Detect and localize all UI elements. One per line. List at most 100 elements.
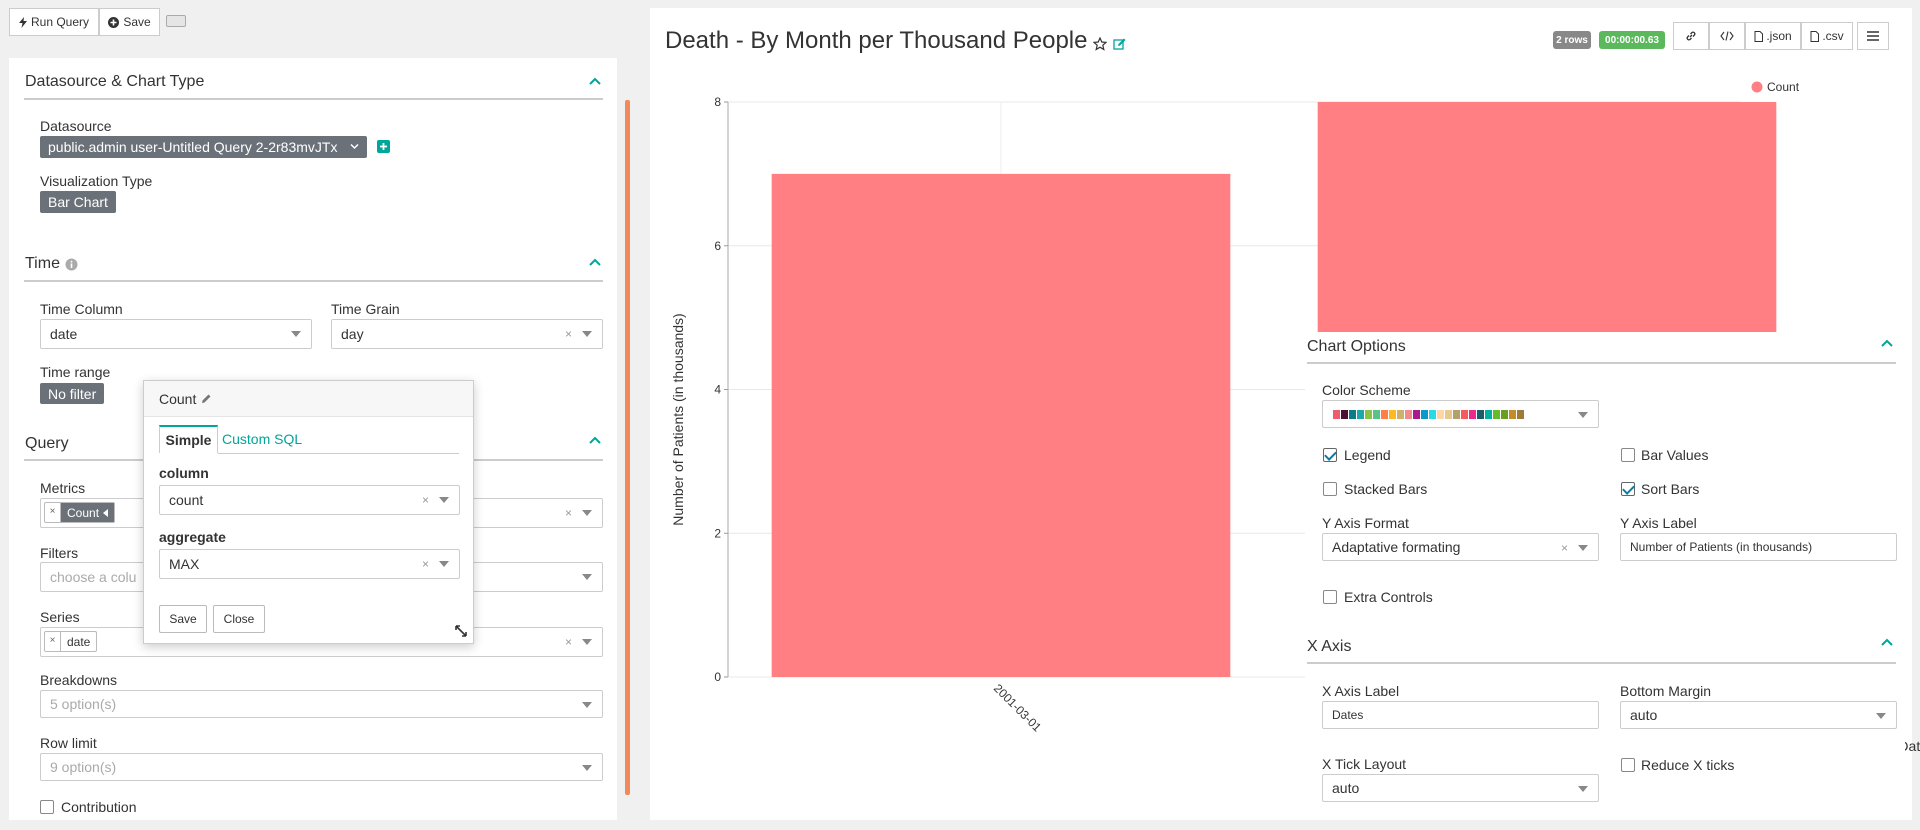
color-swatch bbox=[1485, 409, 1492, 419]
column-select[interactable]: count × bbox=[159, 485, 460, 515]
section-divider bbox=[1307, 362, 1896, 364]
tab-custom-sql[interactable]: Custom SQL bbox=[222, 431, 302, 447]
caret-down-icon bbox=[1578, 545, 1588, 551]
color-swatch bbox=[1501, 409, 1508, 419]
color-swatch bbox=[1397, 409, 1404, 419]
breakdowns-select[interactable]: 5 option(s) bbox=[40, 690, 603, 718]
time-grain-label: Time Grain bbox=[331, 301, 400, 317]
x-axis-label-label: X Axis Label bbox=[1322, 683, 1400, 699]
scrollbar[interactable] bbox=[625, 100, 630, 795]
run-query-button[interactable]: Run Query bbox=[9, 8, 99, 36]
stacked-bars-checkbox[interactable] bbox=[1323, 482, 1337, 496]
link-button[interactable] bbox=[1673, 22, 1709, 50]
tab-simple[interactable]: Simple bbox=[159, 425, 218, 453]
query-time-badge: 00:00:00.63 bbox=[1599, 31, 1665, 49]
csv-label: .csv bbox=[1822, 29, 1844, 43]
color-scheme-select[interactable] bbox=[1322, 400, 1599, 428]
x-tick-layout-select[interactable]: auto bbox=[1322, 774, 1599, 802]
pencil-icon[interactable] bbox=[201, 393, 212, 404]
contribution-checkbox[interactable] bbox=[40, 800, 54, 814]
color-swatch bbox=[1365, 409, 1372, 419]
export-csv-button[interactable]: .csv bbox=[1801, 22, 1853, 50]
legend-marker bbox=[1751, 81, 1763, 93]
star-icon[interactable] bbox=[1093, 37, 1107, 51]
chevron-up-icon[interactable] bbox=[1880, 637, 1894, 647]
y-axis-label-value: Number of Patients (in thousands) bbox=[1630, 540, 1813, 554]
time-column-select[interactable]: date bbox=[40, 319, 312, 349]
color-swatch bbox=[1517, 409, 1524, 419]
chart-title[interactable]: Death - By Month per Thousand People bbox=[665, 27, 1088, 54]
column-label: column bbox=[159, 465, 209, 481]
section-title-chart-options[interactable]: Chart Options bbox=[1307, 338, 1406, 355]
clear-icon[interactable]: × bbox=[564, 327, 572, 341]
extra-controls-checkbox[interactable] bbox=[1323, 590, 1337, 604]
clear-icon[interactable]: × bbox=[1560, 541, 1568, 555]
legend-checkbox[interactable] bbox=[1323, 448, 1337, 462]
datasource-select[interactable]: public.admin user-Untitled Query 2-2r83m… bbox=[40, 136, 367, 158]
caret-down-icon bbox=[439, 561, 449, 567]
remove-chip-icon[interactable]: × bbox=[45, 632, 61, 651]
clear-icon[interactable]: × bbox=[421, 557, 429, 571]
menu-button[interactable] bbox=[1857, 22, 1889, 50]
bolt-icon bbox=[18, 16, 27, 28]
section-title-datasource[interactable]: Datasource & Chart Type bbox=[25, 73, 205, 90]
reduce-x-ticks-checkbox[interactable] bbox=[1621, 758, 1635, 772]
caret-down-icon bbox=[582, 510, 592, 516]
section-divider bbox=[1307, 662, 1896, 664]
aggregate-label: aggregate bbox=[159, 529, 226, 545]
sort-bars-checkbox[interactable] bbox=[1621, 482, 1635, 496]
time-range-select[interactable]: No filter bbox=[40, 383, 105, 404]
color-swatch bbox=[1493, 409, 1500, 419]
edit-icon[interactable] bbox=[1113, 37, 1127, 51]
section-title-time[interactable]: Time bbox=[25, 255, 60, 273]
chevron-up-icon[interactable] bbox=[588, 257, 602, 267]
popover-close-button[interactable]: Close bbox=[213, 605, 265, 633]
x-axis-label-input[interactable]: Dates bbox=[1322, 701, 1599, 729]
save-label: Save bbox=[123, 15, 151, 29]
color-swatch bbox=[1381, 409, 1388, 419]
color-swatch bbox=[1429, 409, 1436, 419]
time-grain-select[interactable]: day × bbox=[331, 319, 603, 349]
chevron-up-icon[interactable] bbox=[588, 76, 602, 86]
tab-underline bbox=[218, 453, 459, 454]
chevron-up-icon[interactable] bbox=[1880, 338, 1894, 348]
series-chip[interactable]: × date bbox=[44, 631, 98, 652]
section-title-x-axis[interactable]: X Axis bbox=[1307, 638, 1352, 655]
time-column-label: Time Column bbox=[40, 301, 123, 317]
viz-type-select[interactable]: Bar Chart bbox=[40, 191, 116, 213]
contribution-label: Contribution bbox=[61, 799, 137, 815]
metric-chip[interactable]: × Count bbox=[44, 502, 116, 523]
remove-chip-icon[interactable]: × bbox=[45, 503, 61, 522]
y-axis-format-select[interactable]: Adaptative formating × bbox=[1322, 533, 1599, 561]
info-icon bbox=[65, 258, 78, 271]
caret-down-icon bbox=[1578, 412, 1588, 418]
save-button[interactable]: Save bbox=[99, 8, 160, 36]
color-swatch bbox=[1349, 409, 1356, 419]
section-title-query[interactable]: Query bbox=[25, 435, 69, 452]
color-swatch bbox=[1389, 409, 1396, 419]
color-swatch bbox=[1461, 409, 1468, 419]
metrics-label: Metrics bbox=[40, 480, 86, 496]
export-json-button[interactable]: .json bbox=[1745, 22, 1801, 50]
resize-icon[interactable] bbox=[454, 624, 468, 638]
embed-button[interactable] bbox=[1709, 22, 1745, 50]
keyboard-icon[interactable] bbox=[166, 15, 186, 27]
clear-icon[interactable]: × bbox=[564, 635, 572, 649]
y-tick-label: 0 bbox=[714, 670, 721, 684]
aggregate-select[interactable]: MAX × bbox=[159, 549, 460, 579]
add-datasource-icon[interactable] bbox=[377, 140, 390, 153]
popover-title[interactable]: Count bbox=[159, 391, 197, 407]
filters-label: Filters bbox=[40, 545, 79, 561]
popover-header: Count bbox=[144, 381, 473, 417]
chevron-up-icon[interactable] bbox=[588, 435, 602, 445]
y-axis-label-input[interactable]: Number of Patients (in thousands) bbox=[1620, 533, 1897, 561]
clear-icon[interactable]: × bbox=[564, 506, 572, 520]
popover-save-button[interactable]: Save bbox=[159, 605, 207, 633]
y-tick-label: 4 bbox=[714, 383, 721, 397]
bar-values-checkbox[interactable] bbox=[1621, 448, 1635, 462]
clear-icon[interactable]: × bbox=[421, 493, 429, 507]
metric-chip-label: Count bbox=[67, 505, 100, 520]
bottom-margin-select[interactable]: auto bbox=[1620, 701, 1897, 729]
row-limit-select[interactable]: 9 option(s) bbox=[40, 753, 603, 781]
y-axis-format-label: Y Axis Format bbox=[1322, 515, 1409, 531]
